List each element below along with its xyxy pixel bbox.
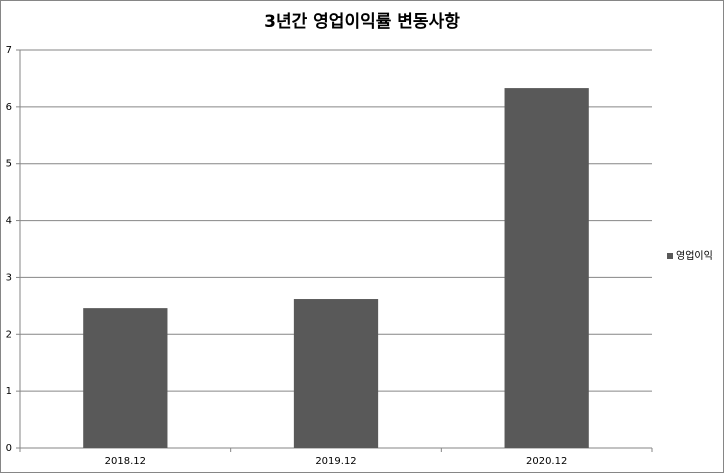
- x-tick-label: 2020.12: [526, 456, 567, 467]
- legend-label: 영업이익: [676, 249, 713, 262]
- x-tick-label: 2018.12: [105, 456, 146, 467]
- x-tick-label: 2019.12: [315, 456, 356, 467]
- y-tick-label: 1: [6, 386, 12, 397]
- y-tick-label: 7: [6, 45, 12, 56]
- bar: [293, 299, 379, 448]
- legend-swatch: [667, 253, 673, 259]
- y-tick-label: 0: [6, 443, 12, 454]
- y-tick-label: 4: [6, 216, 12, 227]
- y-tick-label: 5: [6, 159, 12, 170]
- bar: [504, 88, 589, 448]
- y-tick-label: 2: [6, 329, 12, 340]
- chart-title: 3년간 영업이익률 변동사항: [264, 11, 460, 32]
- bar: [83, 308, 168, 448]
- y-tick-label: 3: [6, 272, 12, 283]
- y-tick-label: 6: [6, 102, 12, 113]
